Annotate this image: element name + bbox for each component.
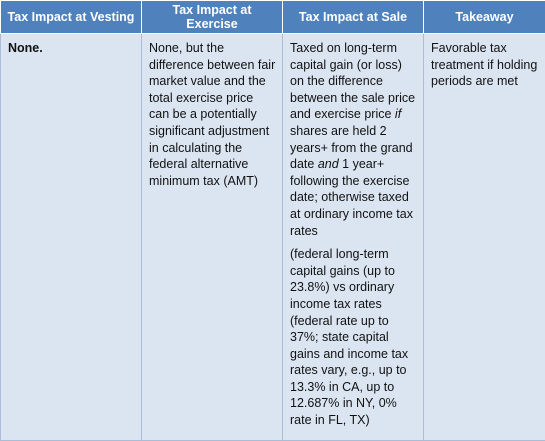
- header-cell: Tax Impact at Vesting: [1, 1, 142, 34]
- paragraph: None, but the difference between fair ma…: [149, 40, 276, 189]
- text-run: and: [318, 157, 339, 171]
- paragraph: None.: [8, 40, 135, 57]
- header-cell: Tax Impact at Sale: [283, 1, 424, 34]
- table-cell: Favorable tax treatment if holding perio…: [424, 34, 545, 441]
- table-body: None. None, but the difference between fa…: [1, 34, 545, 441]
- paragraph: (federal long-term capital gains (up to …: [290, 246, 417, 429]
- header-cell: Takeaway: [424, 1, 545, 34]
- text-run: if: [395, 107, 401, 121]
- table-cell: None.: [1, 34, 142, 441]
- table-cell: Taxed on long-term capital gain (or loss…: [283, 34, 424, 441]
- paragraph: Favorable tax treatment if holding perio…: [431, 40, 539, 90]
- text-run: Favorable tax treatment if holding perio…: [431, 41, 537, 88]
- text-run: None, but the difference between fair ma…: [149, 41, 275, 188]
- text-run: (federal long-term capital gains (up to …: [290, 247, 408, 427]
- paragraph: Taxed on long-term capital gain (or loss…: [290, 40, 417, 239]
- page: {"table": { "header": ["Tax Impact at Ve…: [0, 0, 545, 410]
- table-cell: None, but the difference between fair ma…: [142, 34, 283, 441]
- header-cell: Tax Impact at Exercise: [142, 1, 283, 34]
- text-run: None.: [8, 41, 43, 55]
- table-row: None. None, but the difference between fa…: [1, 34, 545, 441]
